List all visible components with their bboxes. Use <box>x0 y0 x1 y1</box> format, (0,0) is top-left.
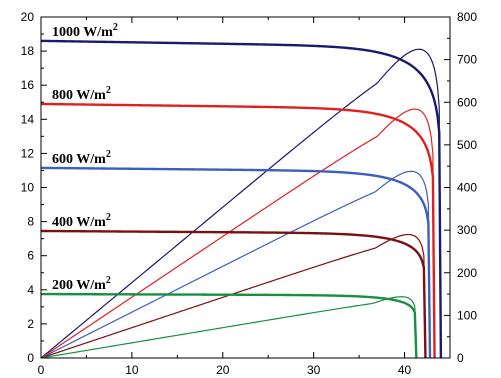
iv-curve <box>40 166 432 359</box>
iv-curve <box>40 292 418 359</box>
y-left-tick-label: 10 <box>21 181 35 195</box>
y-left-tick-label: 6 <box>27 249 34 263</box>
y-right-tick-label: 800 <box>457 10 477 24</box>
irradiance-label-base: 200 W/m <box>52 278 106 293</box>
irradiance-label: 1000 W/m2 <box>52 22 118 40</box>
iv-curve <box>40 39 443 359</box>
irradiance-label: 800 W/m2 <box>52 85 111 103</box>
x-tick-label: 10 <box>125 363 139 377</box>
y-left-tick-label: 4 <box>27 283 34 297</box>
pv-curve <box>40 170 431 359</box>
irradiance-label-base: 600 W/m <box>52 152 106 167</box>
pv-curve <box>40 48 442 359</box>
y-left-tick-label: 2 <box>27 317 34 331</box>
y-left-tick-label: 12 <box>21 146 35 160</box>
y-right-tick-label: 500 <box>457 138 477 152</box>
x-tick-label: 20 <box>216 363 230 377</box>
irradiance-label-sup: 2 <box>106 212 111 223</box>
curves-layer <box>40 39 443 359</box>
iv-curve <box>40 102 436 359</box>
irradiance-label: 600 W/m2 <box>52 149 111 167</box>
irradiance-label: 200 W/m2 <box>52 275 111 293</box>
y-right-tick-label: 400 <box>457 181 477 195</box>
y-left-tick-label: 0 <box>27 351 34 365</box>
y-left-tick-label: 14 <box>21 112 35 126</box>
irradiance-label-base: 400 W/m <box>52 215 106 230</box>
y-right-tick-label: 200 <box>457 266 477 280</box>
y-left-tick-label: 8 <box>27 215 34 229</box>
y-left-tick-label: 16 <box>21 78 35 92</box>
x-tick-label: 40 <box>398 363 412 377</box>
irradiance-label-sup: 2 <box>113 22 118 33</box>
irradiance-label-sup: 2 <box>106 149 111 160</box>
y-right-tick-label: 300 <box>457 223 477 237</box>
y-left-tick-label: 20 <box>21 10 35 24</box>
y-left-tick-label: 18 <box>21 44 35 58</box>
y-right-tick-label: 600 <box>457 95 477 109</box>
pv-curve <box>40 108 436 359</box>
axes-layer: 0 10 20 30 400246810121416182001002003004005… <box>21 10 478 377</box>
irradiance-label-base: 1000 W/m <box>52 25 113 40</box>
irradiance-label-sup: 2 <box>106 275 111 286</box>
irradiance-label-sup: 2 <box>106 85 111 96</box>
iv-curve <box>40 229 427 359</box>
y-right-tick-label: 700 <box>457 53 477 67</box>
x-tick-label: 0 <box>38 363 45 377</box>
y-right-tick-label: 100 <box>457 308 477 322</box>
x-tick-label: 30 <box>307 363 321 377</box>
irradiance-label-base: 800 W/m <box>52 88 106 103</box>
y-right-tick-label: 0 <box>457 351 464 365</box>
pv-curve <box>40 296 417 359</box>
irradiance-label: 400 W/m2 <box>52 212 111 230</box>
